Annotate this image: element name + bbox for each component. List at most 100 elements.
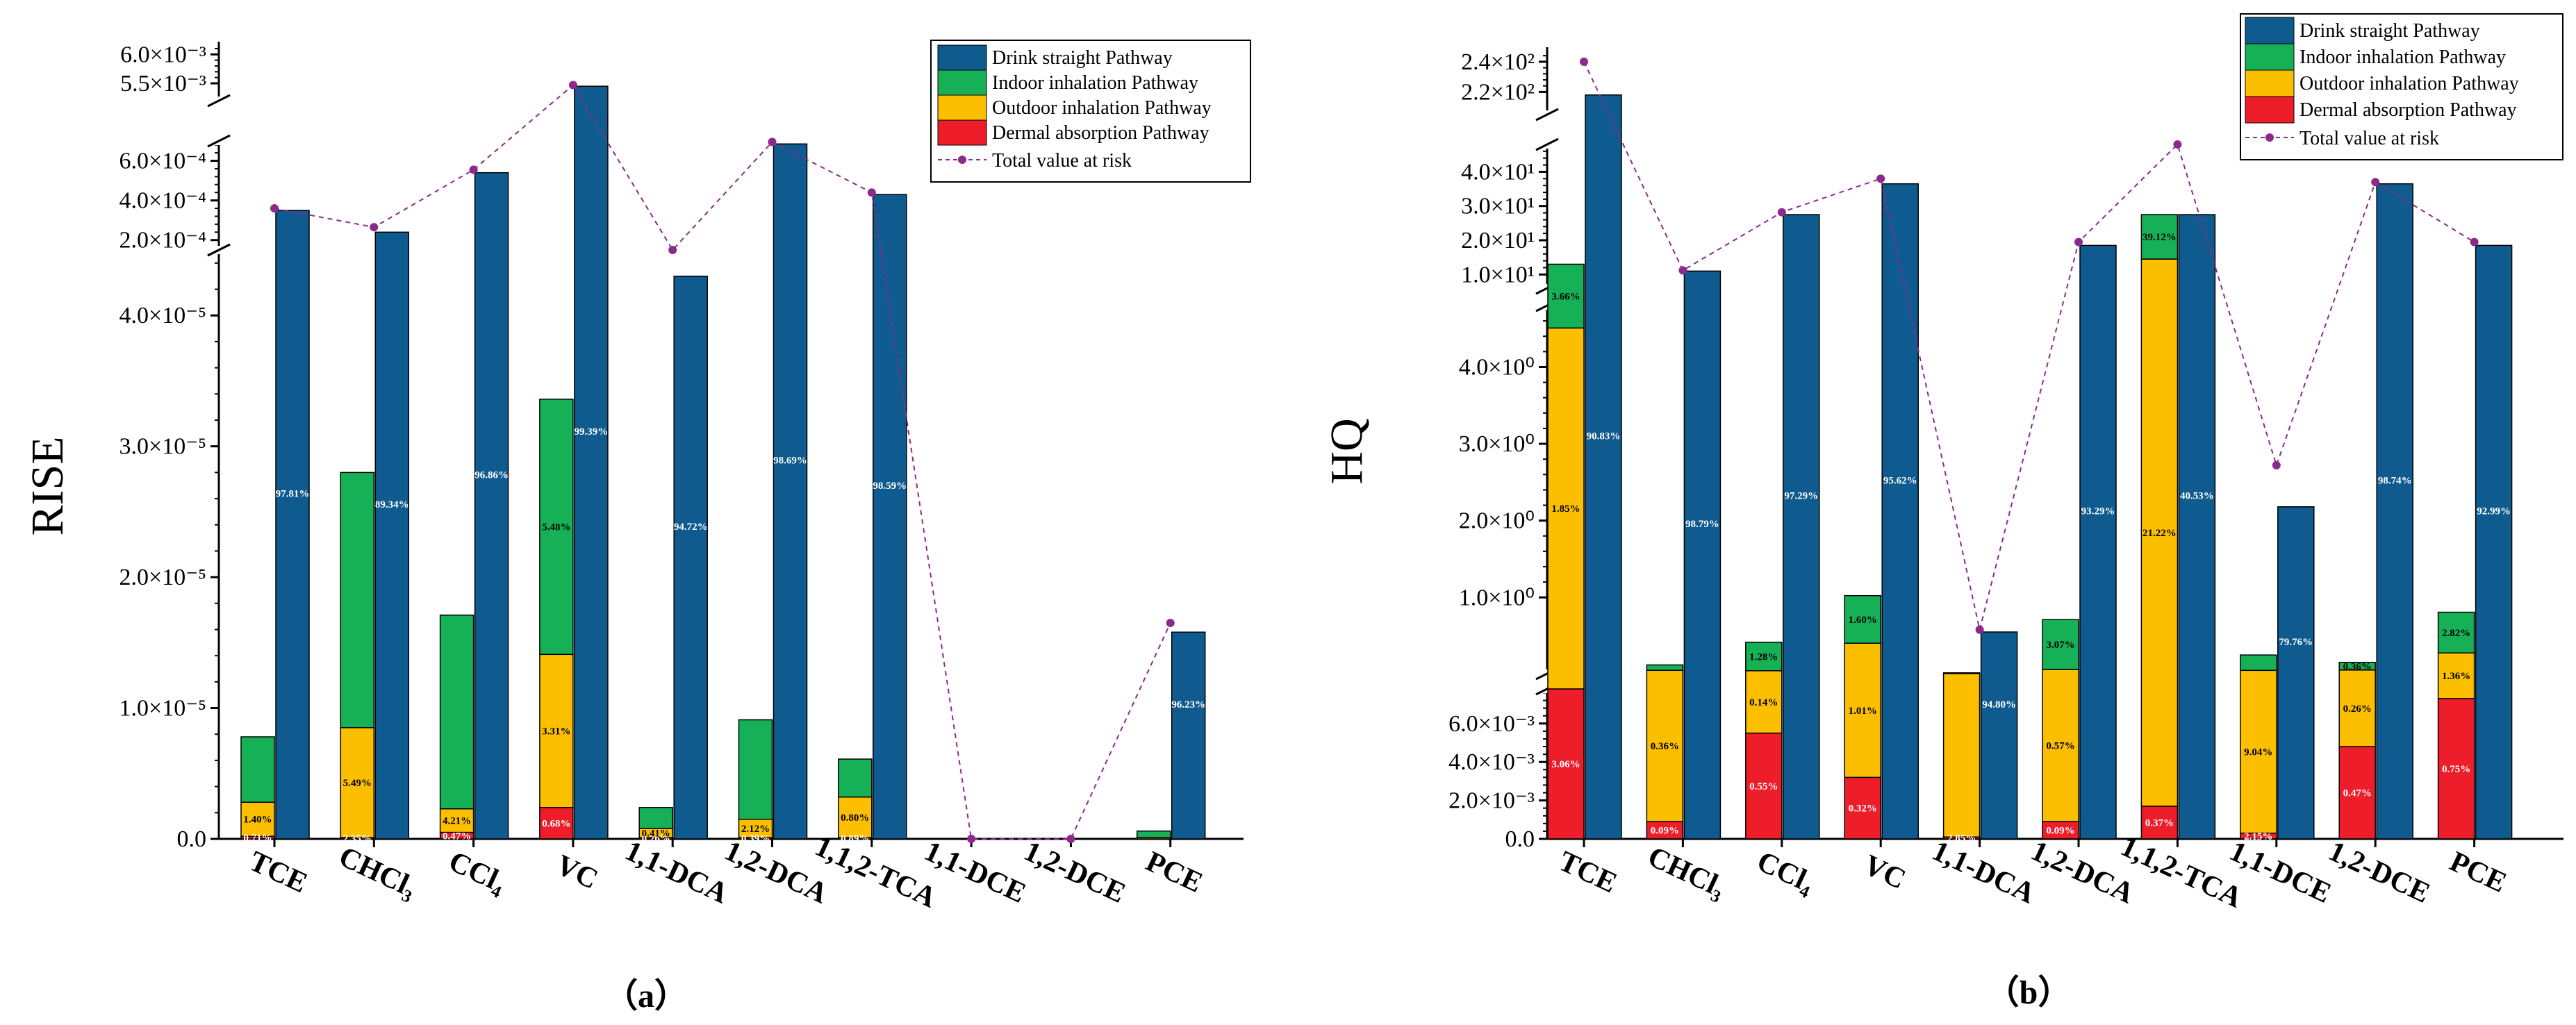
drink-pct-label-b: 40.53% <box>2180 491 2214 502</box>
legend-a-outdoor-label: Outdoor inhalation Pathway <box>992 97 1212 119</box>
stack-pct-label-b: 1.01% <box>1849 706 1877 717</box>
stack-pct-label-a: 0.71% <box>243 833 272 844</box>
stack-pct-label-b: 0.14% <box>1749 697 1778 708</box>
stack-pct-label-a: 5.48% <box>542 522 570 533</box>
stack-pct-label-b: 1.28% <box>1749 651 1778 662</box>
y-tick-label-b: 0.0 <box>1505 826 1535 852</box>
drink-pct-label-b: 97.29% <box>1784 491 1818 502</box>
drink-pct-label-a: 89.34% <box>375 499 409 510</box>
bar-outdoor-b <box>1942 673 1981 838</box>
y-tick-label-b: 3.0×10¹ <box>1461 194 1535 219</box>
stack-pct-label-b: 9.04% <box>2244 747 2272 758</box>
drink-pct-label-a: 99.39% <box>575 426 609 438</box>
total-risk-marker-b <box>2272 461 2281 470</box>
axis-break-mark-b <box>1535 138 1559 151</box>
total-risk-marker-b <box>1777 208 1786 217</box>
axis-break-mark-a <box>207 134 231 148</box>
y-tick-label-b: 1.0×10⁰ <box>1459 585 1535 610</box>
total-risk-marker-a <box>370 223 379 232</box>
bar-outdoor-a <box>340 727 375 838</box>
category-label-b: TCE <box>1554 845 1622 899</box>
total-risk-marker-a <box>768 138 777 147</box>
stack-pct-label-b: 2.82% <box>2442 628 2470 639</box>
bar-indoor-b <box>1844 594 1881 644</box>
total-risk-marker-a <box>469 165 478 174</box>
total-risk-line-a <box>274 83 1171 840</box>
y-tick-label-b: 4.0×10⁻³ <box>1448 749 1535 775</box>
bar-outdoor-b <box>1745 670 1783 734</box>
category-label-b: 1,1-DCA <box>1927 835 2040 910</box>
axis-break-mark-b <box>1535 108 1559 122</box>
y-tick-label-a: 4.0×10⁻⁴ <box>119 188 206 214</box>
bars-b: 90.83% 3.06% 1.85% 3.66% 98.79% 0.09% 0.36% 97.… <box>1547 94 2513 844</box>
legend-a-indoor-label: Indoor inhalation Pathway <box>992 72 1198 94</box>
bar-dermal-b <box>1646 821 1684 840</box>
bar-outdoor-b <box>1646 669 1684 822</box>
panel-a-chart: 0.0 1.0×10⁻⁵ 2.0×10⁻⁵ 3.0×10⁻⁵ 4.0×10⁻⁵ 2.0×1… <box>22 42 1244 1015</box>
bar-indoor-b <box>2338 661 2376 671</box>
drink-pct-label-b: 95.62% <box>1883 475 1917 486</box>
stack-pct-label-b: 0.55% <box>1749 781 1778 792</box>
stack-pct-label-b: 0.36% <box>2343 661 2372 672</box>
total-risk-marker-b <box>2074 238 2083 247</box>
y-tick-label-b: 2.0×10⁻³ <box>1448 788 1535 814</box>
legend-a-drink-swatch <box>937 44 987 71</box>
stack-pct-label-b: 0.36% <box>1651 741 1679 752</box>
panel-b-chart: 0.0 2.0×10⁻³ 4.0×10⁻³ 6.0×10⁻³ 1.0×10⁰ 2.0×10… <box>1321 47 2563 1011</box>
legend-b: Drink straight Pathway Indoor inhalation… <box>2240 13 2563 160</box>
stack-pct-label-b: 3.07% <box>2046 640 2074 651</box>
category-label-a: CHCl₃ <box>334 841 422 904</box>
y-tick-label-a: 3.0×10⁻⁵ <box>119 434 206 460</box>
bar-outdoor-b <box>1844 642 1881 778</box>
bar-outdoor-a <box>439 808 474 833</box>
bar-drink-b <box>2079 244 2117 840</box>
drink-pct-label-b: 98.79% <box>1685 519 1719 530</box>
legend-a-indoor-swatch <box>937 69 987 96</box>
bar-drink-b <box>2277 506 2315 840</box>
bar-outdoor-b <box>2338 669 2376 747</box>
stack-pct-label-a: 2.35% <box>343 833 372 844</box>
legend-a-outdoor-swatch <box>937 94 987 121</box>
category-label-a: 1,1,2-TCA <box>810 831 941 915</box>
stack-pct-label-a: 2.12% <box>741 824 770 835</box>
drink-pct-label-b: 94.80% <box>1982 699 2016 710</box>
legend-a-total-marker <box>958 156 966 164</box>
total-risk-marker-b <box>2371 178 2380 187</box>
total-risk-marker-a <box>668 246 677 254</box>
stack-pct-label-a: 0.80% <box>841 812 869 824</box>
stack-pct-label-a: 1.40% <box>243 815 272 826</box>
bar-drink-a <box>474 172 509 840</box>
y-tick-label-a: 1.0×10⁻⁵ <box>119 696 206 722</box>
bar-dermal-b <box>2140 806 2179 840</box>
bar-indoor-b <box>1646 664 1684 671</box>
bar-indoor-b <box>2240 654 2277 672</box>
stack-pct-label-b: 0.09% <box>2046 826 2074 837</box>
legend-b-indoor-swatch <box>2245 43 2295 71</box>
bar-outdoor-b <box>2437 652 2475 699</box>
y-tick-label-a: 6.0×10⁻³ <box>120 42 206 67</box>
stack-pct-label-b: 39.12% <box>2142 232 2177 243</box>
legend-b-total-marker <box>2265 133 2274 142</box>
y-tick-label-a: 2.0×10⁻⁵ <box>119 565 206 590</box>
y-tick-label-b: 4.0×10⁰ <box>1459 354 1535 380</box>
stack-pct-label-b: 1.36% <box>2442 671 2470 682</box>
stack-pct-label-b: 0.57% <box>2046 741 2074 752</box>
drink-pct-label-a: 98.59% <box>873 481 907 492</box>
stack-pct-label-b: 0.26% <box>2343 703 2372 715</box>
stack-pct-label-b: 1.60% <box>1849 615 1877 626</box>
y-tick-label-a: 4.0×10⁻⁵ <box>119 303 206 328</box>
bar-indoor-a <box>340 472 375 728</box>
legend-a-drink-label: Drink straight Pathway <box>992 47 1173 69</box>
drink-pct-label-a: 98.69% <box>773 456 807 467</box>
bar-dermal-b <box>2437 698 2475 840</box>
axis-break-mark-a <box>207 243 231 257</box>
y-tick-label-a: 2.0×10⁻⁴ <box>119 228 206 253</box>
bar-indoor-b <box>1547 263 1585 329</box>
category-label-b: CHCl₃ <box>1643 841 1731 904</box>
bar-indoor-a <box>1136 830 1171 838</box>
total-risk-marker-a <box>568 81 577 90</box>
category-label-b: 1,1,2-TCA <box>2116 831 2247 915</box>
legend-b-dermal-swatch <box>2245 96 2295 124</box>
bar-drink-a <box>275 210 310 840</box>
